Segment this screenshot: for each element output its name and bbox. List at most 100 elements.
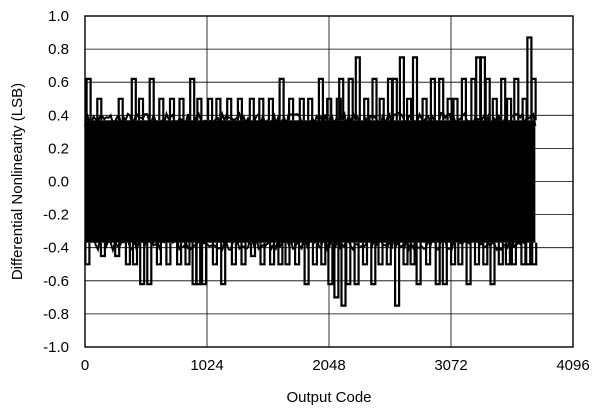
y-tick-label: 0.2 [48,140,69,157]
y-tick-label: -1.0 [43,339,69,356]
dnl-spike-negative [340,242,347,307]
dnl-spike-positive [168,97,176,121]
dnl-spike-positive [429,77,436,121]
dnl-spike-positive [258,97,265,121]
x-axis-title: Output Code [286,389,371,406]
dnl-spike-positive [298,97,305,121]
dnl-spike-positive [248,97,255,121]
dnl-spike-positive [207,97,214,121]
dnl-spike-negative [320,242,327,266]
dnl-spike-negative [240,242,247,266]
dnl-spike-negative [176,242,183,266]
dnl-spike-positive [158,97,165,121]
dnl-spike-negative [353,242,360,286]
dnl-spike-positive [288,97,295,121]
x-tick-label: 2048 [312,357,345,374]
dnl-spike-positive [196,97,203,121]
dnl-spike-negative [434,242,441,286]
dnl-spike-negative [184,242,191,266]
y-tick-label: 0.0 [48,174,69,191]
y-tick-labels: -1.0 -0.8 -0.6 -0.4 -0.2 0.0 0.2 0.4 0.6 0.8 1.0 [43,8,69,356]
dnl-spike-negative [497,242,504,266]
dnl-spike-negative [385,242,392,266]
dnl-spike-negative [249,242,257,258]
dnl-spike-positive [460,77,467,121]
x-tick-label: 3072 [434,357,467,374]
dnl-spike-negative [377,242,384,266]
dnl-spike-negative [473,242,481,266]
dnl-spike-positive [354,56,361,121]
dnl-spike-negative [450,242,457,266]
dnl-spike-negative [402,242,409,266]
dnl-spike-positive [85,77,92,121]
dnl-spike-positive [470,77,477,121]
dnl-spike-positive [521,97,528,121]
dnl-spike-negative [220,242,227,286]
dnl-spike-negative [124,242,131,266]
dnl-spike-positive [215,97,222,121]
y-tick-label: -0.4 [43,240,69,257]
dnl-spike-positive [479,56,486,121]
dnl-noise-band [85,120,536,243]
dnl-spike-positive [475,56,482,121]
y-tick-label: -0.2 [43,207,69,224]
dnl-spike-negative [482,242,489,266]
dnl-spike-negative [327,242,334,286]
dnl-spike-positive [226,97,233,121]
dnl-spike-negative [303,242,310,286]
dnl-spike-positive [96,97,103,121]
dnl-spike-positive [421,97,428,121]
dnl-spike-positive [530,77,537,121]
dnl-spike-negative [114,242,121,258]
dnl-spike-positive [130,77,137,121]
dnl-spike-negative [441,242,448,286]
dnl-spike-positive [338,77,345,121]
dnl-spike-negative [211,242,218,266]
dnl-spike-positive [371,77,378,121]
plot-area-frame [84,15,574,348]
dnl-spike-positive [513,77,520,121]
dnl-spike-negative [84,242,91,266]
band-upper-edge [84,109,537,130]
x-tick-label: 0 [81,357,89,374]
dnl-spike-positive [137,97,145,121]
dnl-spike-negative [333,242,340,299]
dnl-spike-positive [189,77,196,121]
dnl-spike-positive [398,56,405,121]
y-tick-label: 0.6 [48,74,69,91]
dnl-spike-negative [370,242,377,286]
dnl-spike-positive [484,77,491,121]
dnl-spike-negative [155,242,162,266]
dnl-spike-negative [195,242,202,286]
dnl-spike-negative [230,242,237,266]
dnl-spike-negative [345,242,352,286]
dnl-spike-negative [294,242,301,266]
dnl-spike-negative [131,242,139,266]
dnl-spike-negative [146,242,153,286]
series-dnl [84,36,538,307]
dnl-spike-positive [148,77,155,121]
y-axis-title: Differential Nonlinearity (LSB) [9,83,26,280]
y-tick-label: 1.0 [48,8,69,25]
dnl-spike-negative [510,242,517,266]
dnl-spike-positive [500,77,507,121]
dnl-spike-negative [269,242,276,266]
dnl-spike-negative [525,242,532,266]
dnl-spike-negative [409,242,416,266]
dnl-spike-negative [520,242,527,266]
dnl-spike-positive [411,56,419,121]
y-tick-label: -0.6 [43,273,69,290]
dnl-spike-negative [361,242,369,266]
dnl-spike-positive [391,77,398,121]
dnl-spike-positive [378,97,385,121]
dnl-spike-positive [491,97,498,121]
dnl-spike-positive [506,97,513,121]
dnl-spike-negative [465,242,472,286]
x-tick-label: 4096 [556,357,589,374]
dnl-spike-positive [452,97,459,121]
dnl-spike-positive [117,97,124,121]
y-tick-label: -0.8 [43,306,69,323]
dnl-spike-positive [178,97,185,121]
y-tick-label: 0.8 [48,41,69,58]
